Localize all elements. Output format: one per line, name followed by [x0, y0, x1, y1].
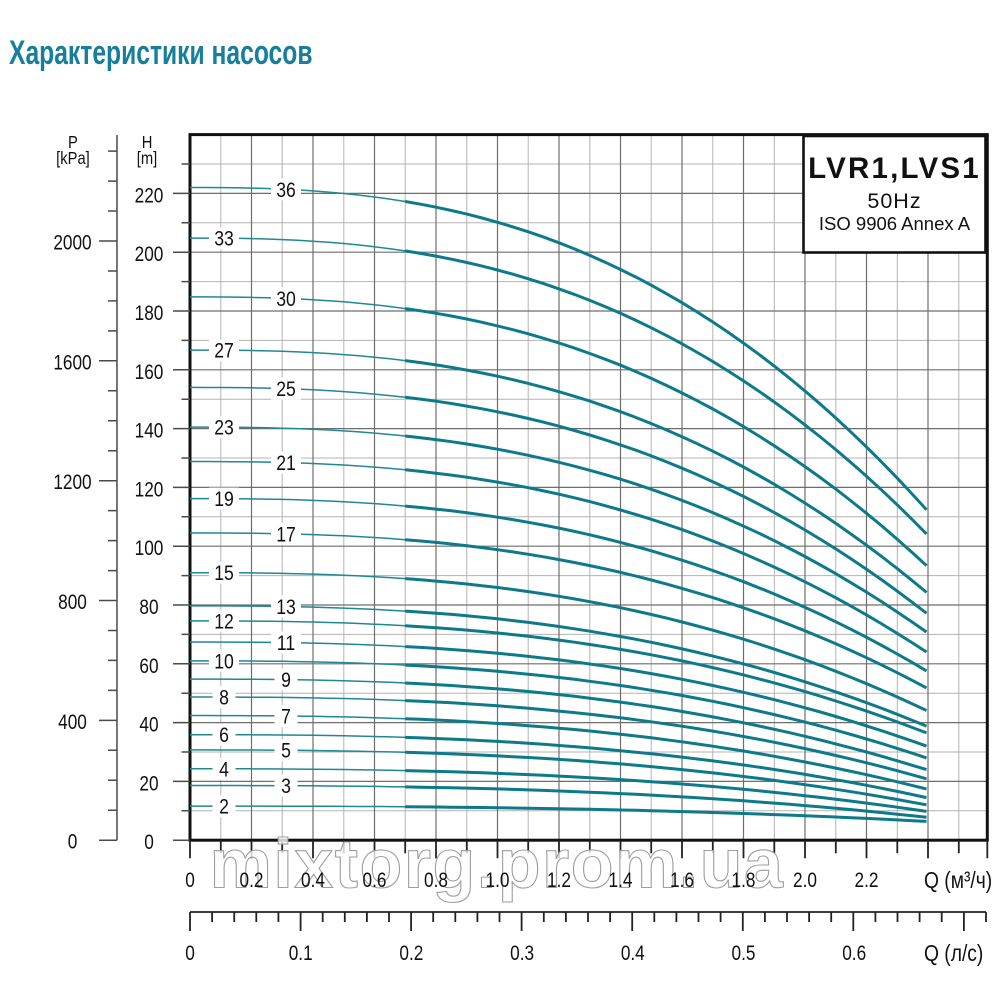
- svg-text:0.3: 0.3: [510, 943, 534, 966]
- svg-text:0.8: 0.8: [424, 870, 448, 893]
- svg-text:0.4: 0.4: [621, 943, 645, 966]
- svg-text:21: 21: [276, 452, 296, 476]
- svg-text:140: 140: [135, 420, 164, 443]
- svg-text:0.6: 0.6: [842, 943, 866, 966]
- svg-text:0: 0: [185, 870, 195, 893]
- svg-text:1.8: 1.8: [732, 870, 756, 893]
- svg-text:800: 800: [58, 592, 87, 615]
- svg-text:25: 25: [276, 378, 296, 402]
- svg-text:0: 0: [68, 831, 78, 854]
- svg-text:H: H: [142, 133, 153, 153]
- svg-text:1600: 1600: [53, 352, 91, 375]
- svg-text:200: 200: [135, 244, 164, 267]
- svg-text:2: 2: [219, 795, 229, 819]
- svg-text:33: 33: [214, 227, 234, 251]
- svg-text:13: 13: [276, 595, 296, 619]
- svg-text:0.4: 0.4: [301, 870, 325, 893]
- svg-text:2.2: 2.2: [855, 870, 879, 893]
- svg-text:11: 11: [277, 632, 295, 656]
- svg-text:19: 19: [214, 488, 234, 512]
- svg-text:20: 20: [139, 773, 158, 796]
- svg-text:0.1: 0.1: [289, 943, 313, 966]
- svg-text:2.0: 2.0: [793, 870, 817, 893]
- svg-text:30: 30: [276, 287, 296, 311]
- svg-text:9: 9: [281, 669, 291, 693]
- svg-text:6: 6: [219, 724, 229, 748]
- svg-text:100: 100: [135, 538, 164, 561]
- svg-text:180: 180: [135, 303, 164, 326]
- svg-text:1.6: 1.6: [670, 870, 694, 893]
- svg-text:P: P: [68, 133, 78, 153]
- svg-text:220: 220: [135, 185, 164, 208]
- svg-text:1.2: 1.2: [547, 870, 571, 893]
- svg-text:80: 80: [139, 597, 158, 620]
- svg-text:[m]: [m]: [137, 149, 157, 169]
- svg-text:1.0: 1.0: [486, 870, 510, 893]
- svg-text:7: 7: [281, 705, 291, 729]
- svg-text:10: 10: [214, 650, 234, 674]
- svg-text:60: 60: [139, 655, 158, 678]
- svg-text:400: 400: [58, 711, 87, 734]
- svg-text:40: 40: [139, 714, 158, 737]
- svg-text:0.6: 0.6: [363, 870, 387, 893]
- svg-text:1.4: 1.4: [609, 870, 633, 893]
- svg-text:1200: 1200: [53, 472, 91, 495]
- svg-text:3: 3: [281, 775, 291, 799]
- svg-text:120: 120: [135, 479, 164, 502]
- svg-text:mixtorg.prom.ua: mixtorg.prom.ua: [210, 825, 785, 903]
- svg-text:160: 160: [135, 361, 164, 384]
- svg-text:0: 0: [185, 943, 195, 966]
- svg-text:12: 12: [214, 610, 234, 634]
- svg-text:0: 0: [144, 832, 154, 855]
- svg-text:[kPa]: [kPa]: [56, 149, 90, 169]
- svg-text:23: 23: [214, 416, 234, 440]
- svg-text:ISO 9906 Annex A: ISO 9906 Annex A: [819, 213, 971, 234]
- svg-text:0.2: 0.2: [240, 870, 264, 893]
- svg-text:0.2: 0.2: [399, 943, 423, 966]
- svg-text:Q (л/с): Q (л/с): [924, 940, 983, 966]
- svg-text:8: 8: [219, 686, 229, 710]
- svg-text:27: 27: [214, 339, 234, 363]
- svg-text:0.5: 0.5: [732, 943, 756, 966]
- svg-text:17: 17: [276, 523, 296, 547]
- svg-text:Q (м³/ч): Q (м³/ч): [924, 867, 992, 893]
- svg-text:2000: 2000: [53, 232, 91, 255]
- svg-text:5: 5: [281, 739, 291, 763]
- svg-text:50Hz: 50Hz: [867, 189, 921, 213]
- svg-text:15: 15: [214, 562, 234, 586]
- svg-text:36: 36: [276, 178, 296, 202]
- svg-text:LVR1,LVS1: LVR1,LVS1: [808, 152, 981, 185]
- svg-text:4: 4: [219, 758, 229, 782]
